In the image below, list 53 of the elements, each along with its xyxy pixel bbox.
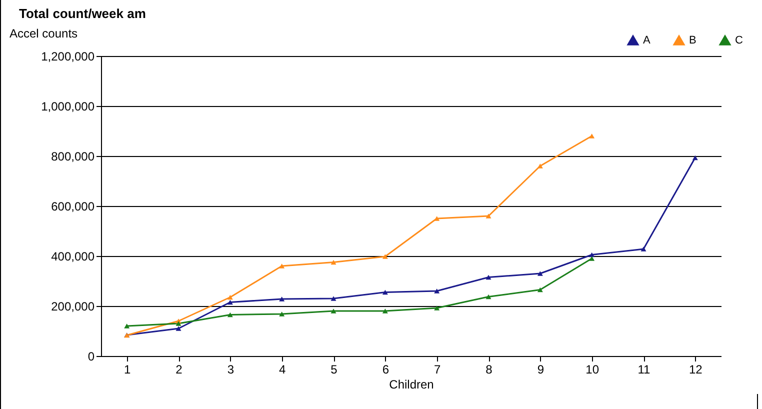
x-tick-label: 9 [537, 362, 544, 376]
point [434, 216, 440, 221]
y-tick-label: 1,000,000 [41, 100, 95, 114]
point [279, 296, 285, 302]
legend-label: B [689, 34, 696, 46]
y-tick-label: 400,000 [51, 250, 95, 264]
point [537, 287, 543, 292]
point [589, 134, 595, 138]
point [330, 308, 336, 314]
x-tick-label: 4 [278, 362, 286, 376]
point [227, 312, 233, 318]
point [124, 324, 130, 328]
x-tick-label: 3 [227, 362, 234, 376]
point [486, 214, 492, 218]
legend-label: A [643, 34, 651, 46]
point [279, 312, 285, 316]
x-tick-label: 1 [124, 362, 131, 376]
y-axis-title: Accel counts [10, 26, 78, 40]
x-tick-label: 8 [486, 362, 493, 376]
point [434, 306, 440, 310]
x-axis-title: Children [389, 378, 434, 392]
y-tick-label: 1,200,000 [41, 50, 95, 64]
point [382, 254, 388, 259]
point [330, 296, 336, 301]
y-tick-label: 800,000 [51, 150, 95, 164]
point [537, 271, 543, 276]
point [692, 155, 698, 160]
point [589, 256, 595, 261]
point [589, 252, 595, 258]
x-tick-label: 2 [176, 362, 183, 376]
x-tick-label: 6 [382, 362, 390, 376]
y-tick-label: 200,000 [51, 300, 95, 314]
chart-title: Total count/week am [19, 6, 146, 21]
x-tick-label: 10 [586, 362, 600, 376]
x-tick-label: 12 [688, 362, 703, 376]
x-tick-label: 11 [638, 362, 651, 376]
point [176, 326, 182, 331]
point [486, 274, 492, 280]
point [279, 264, 285, 268]
y-tick-label: 600,000 [51, 200, 95, 214]
point [434, 288, 440, 294]
legend-label: C [735, 34, 743, 46]
point [640, 246, 646, 252]
point [227, 294, 233, 300]
x-tick-label: 7 [434, 362, 441, 376]
point [176, 321, 182, 326]
point [330, 260, 336, 265]
point [486, 294, 492, 300]
point [382, 290, 388, 295]
x-tick-label: 5 [330, 362, 338, 376]
point [227, 300, 233, 305]
y-tick-label: 0 [88, 350, 95, 364]
point [382, 308, 388, 314]
